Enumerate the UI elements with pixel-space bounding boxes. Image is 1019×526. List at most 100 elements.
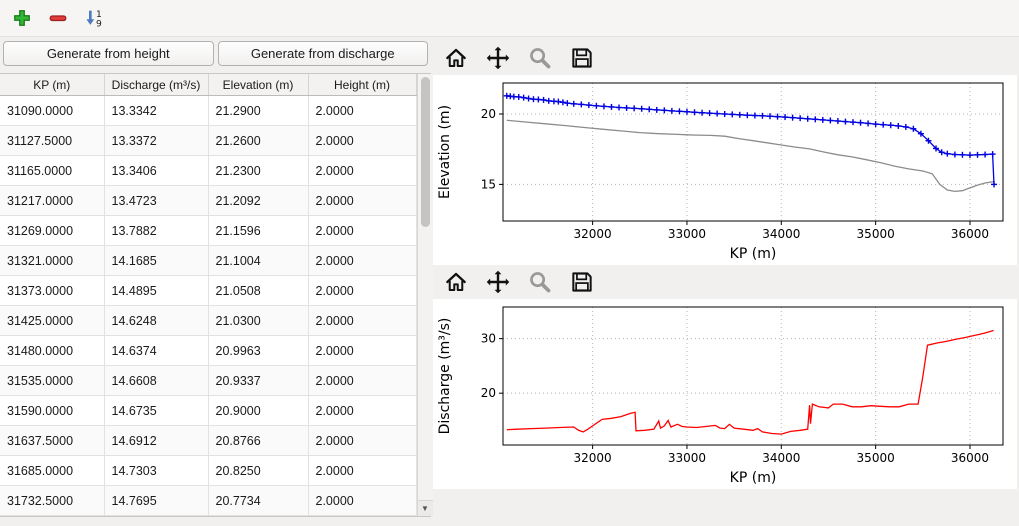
table-cell[interactable]: 21.0300 bbox=[208, 305, 309, 336]
table-cell[interactable]: 31127.5000 bbox=[0, 125, 105, 156]
plots-panel: 32000 33000 34000 35000 36000 15 20 KP (m) Eleva… bbox=[431, 37, 1019, 526]
table-cell[interactable]: 31480.0000 bbox=[0, 335, 105, 366]
table-row[interactable]: 31269.0000 13.7882 21.1596 2.0000 bbox=[0, 215, 417, 246]
table-cell[interactable]: 31165.0000 bbox=[0, 155, 105, 186]
table-cell[interactable]: 31425.0000 bbox=[0, 305, 105, 336]
table-cell[interactable]: 2.0000 bbox=[308, 485, 417, 516]
table-row[interactable]: 31090.0000 13.3342 21.2900 2.0000 bbox=[0, 95, 417, 126]
table-cell[interactable]: 2.0000 bbox=[308, 395, 417, 426]
table-cell[interactable]: 2.0000 bbox=[308, 455, 417, 486]
table-cell[interactable]: 31535.0000 bbox=[0, 365, 105, 396]
table-cell[interactable]: 2.0000 bbox=[308, 365, 417, 396]
table-cell[interactable]: 31090.0000 bbox=[0, 95, 105, 126]
save-button[interactable] bbox=[567, 267, 597, 297]
table-cell[interactable]: 31590.0000 bbox=[0, 395, 105, 426]
table-cell[interactable]: 14.1685 bbox=[104, 245, 209, 276]
svg-text:1: 1 bbox=[96, 9, 102, 20]
home-button[interactable] bbox=[441, 267, 471, 297]
table-cell[interactable]: 20.9337 bbox=[208, 365, 309, 396]
pan-button[interactable] bbox=[483, 43, 513, 73]
table-row[interactable]: 31590.0000 14.6735 20.9000 2.0000 bbox=[0, 395, 417, 426]
sort-ascending-icon: 1 9 bbox=[86, 9, 102, 29]
table-cell[interactable]: 2.0000 bbox=[308, 125, 417, 156]
sort-button[interactable]: 1 9 bbox=[80, 4, 108, 32]
table-cell[interactable]: 31373.0000 bbox=[0, 275, 105, 306]
table-cell[interactable]: 20.8250 bbox=[208, 455, 309, 486]
table-cell[interactable]: 20.9963 bbox=[208, 335, 309, 366]
table-cell[interactable]: 14.4895 bbox=[104, 275, 209, 306]
table-scrollbar[interactable]: ▼ bbox=[416, 74, 433, 516]
table-row[interactable]: 31373.0000 14.4895 21.0508 2.0000 bbox=[0, 275, 417, 306]
table-cell[interactable]: 2.0000 bbox=[308, 275, 417, 306]
table-cell[interactable]: 2.0000 bbox=[308, 305, 417, 336]
table-cell[interactable]: 13.3406 bbox=[104, 155, 209, 186]
table-cell[interactable]: 31732.5000 bbox=[0, 485, 105, 516]
table-row[interactable]: 31127.5000 13.3372 21.2600 2.0000 bbox=[0, 125, 417, 156]
save-button[interactable] bbox=[567, 43, 597, 73]
generate-from-height-button[interactable]: Generate from height bbox=[3, 41, 214, 66]
table-cell[interactable]: 2.0000 bbox=[308, 335, 417, 366]
table-cell[interactable]: 21.1596 bbox=[208, 215, 309, 246]
table-row[interactable]: 31165.0000 13.3406 21.2300 2.0000 bbox=[0, 155, 417, 186]
zoom-button[interactable] bbox=[525, 267, 555, 297]
table-cell[interactable]: 21.1004 bbox=[208, 245, 309, 276]
table-cell[interactable]: 14.6374 bbox=[104, 335, 209, 366]
table-row[interactable]: 31321.0000 14.1685 21.1004 2.0000 bbox=[0, 245, 417, 276]
table-cell[interactable]: 31685.0000 bbox=[0, 455, 105, 486]
scroll-down-button[interactable]: ▼ bbox=[417, 500, 433, 516]
svg-text:32000: 32000 bbox=[574, 451, 612, 465]
table-cell[interactable]: 13.3342 bbox=[104, 95, 209, 126]
table-cell[interactable]: 20.8766 bbox=[208, 425, 309, 456]
table-cell[interactable]: 13.4723 bbox=[104, 185, 209, 216]
table-cell[interactable]: 2.0000 bbox=[308, 425, 417, 456]
elevation-plot-toolbar bbox=[431, 41, 1019, 75]
table-cell[interactable]: 20.7734 bbox=[208, 485, 309, 516]
zoom-icon bbox=[530, 48, 551, 69]
table-cell[interactable]: 14.7303 bbox=[104, 455, 209, 486]
table-row[interactable]: 31217.0000 13.4723 21.2092 2.0000 bbox=[0, 185, 417, 216]
table-cell[interactable]: 31637.5000 bbox=[0, 425, 105, 456]
column-header[interactable]: KP (m) bbox=[0, 74, 105, 96]
table-row[interactable]: 31637.5000 14.6912 20.8766 2.0000 bbox=[0, 425, 417, 456]
column-header[interactable]: Elevation (m) bbox=[208, 74, 309, 96]
generate-from-discharge-button[interactable]: Generate from discharge bbox=[217, 41, 428, 66]
table-row[interactable]: 31425.0000 14.6248 21.0300 2.0000 bbox=[0, 305, 417, 336]
table-cell[interactable]: 31321.0000 bbox=[0, 245, 105, 276]
table-cell[interactable]: 14.6912 bbox=[104, 425, 209, 456]
table-cell[interactable]: 21.2900 bbox=[208, 95, 309, 126]
table-cell[interactable]: 21.0508 bbox=[208, 275, 309, 306]
table-cell[interactable]: 20.9000 bbox=[208, 395, 309, 426]
table-cell[interactable]: 14.6608 bbox=[104, 365, 209, 396]
table-cell[interactable]: 2.0000 bbox=[308, 215, 417, 246]
table-row[interactable]: 31535.0000 14.6608 20.9337 2.0000 bbox=[0, 365, 417, 396]
table-cell[interactable]: 31269.0000 bbox=[0, 215, 105, 246]
table-cell[interactable]: 2.0000 bbox=[308, 155, 417, 186]
home-button[interactable] bbox=[441, 43, 471, 73]
table-cell[interactable]: 14.6248 bbox=[104, 305, 209, 336]
table-cell[interactable]: 13.7882 bbox=[104, 215, 209, 246]
table-cell[interactable]: 31217.0000 bbox=[0, 185, 105, 216]
table-row[interactable]: 31480.0000 14.6374 20.9963 2.0000 bbox=[0, 335, 417, 366]
table-cell[interactable]: 14.7695 bbox=[104, 485, 209, 516]
pan-button[interactable] bbox=[483, 267, 513, 297]
table-row[interactable]: 31685.0000 14.7303 20.8250 2.0000 bbox=[0, 455, 417, 486]
table-cell[interactable]: 2.0000 bbox=[308, 185, 417, 216]
svg-text:35000: 35000 bbox=[857, 451, 895, 465]
zoom-button[interactable] bbox=[525, 43, 555, 73]
table-cell[interactable]: 21.2600 bbox=[208, 125, 309, 156]
table-cell[interactable]: 21.2300 bbox=[208, 155, 309, 186]
table-row[interactable]: 31732.5000 14.7695 20.7734 2.0000 bbox=[0, 485, 417, 516]
table-cell[interactable]: 2.0000 bbox=[308, 245, 417, 276]
discharge-chart[interactable]: 32000 33000 34000 35000 36000 20 30 KP (m) Disch… bbox=[433, 299, 1017, 489]
scrollbar-thumb[interactable] bbox=[420, 77, 430, 227]
svg-text:33000: 33000 bbox=[668, 451, 706, 465]
table-cell[interactable]: 2.0000 bbox=[308, 95, 417, 126]
table-cell[interactable]: 13.3372 bbox=[104, 125, 209, 156]
column-header[interactable]: Discharge (m³/s) bbox=[104, 74, 209, 96]
table-cell[interactable]: 21.2092 bbox=[208, 185, 309, 216]
remove-row-button[interactable] bbox=[44, 4, 72, 32]
add-row-button[interactable] bbox=[8, 4, 36, 32]
elevation-chart[interactable]: 32000 33000 34000 35000 36000 15 20 KP (m) Eleva… bbox=[433, 75, 1017, 265]
column-header[interactable]: Height (m) bbox=[308, 74, 417, 96]
table-cell[interactable]: 14.6735 bbox=[104, 395, 209, 426]
